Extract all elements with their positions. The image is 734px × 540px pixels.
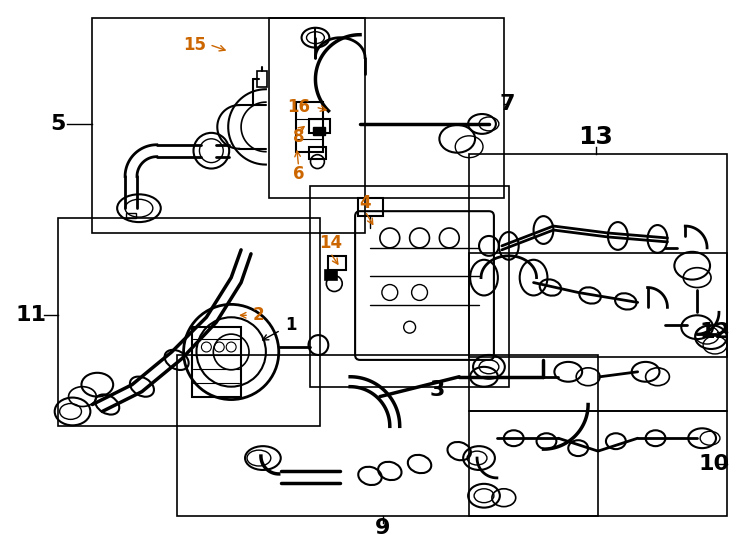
Bar (192, 327, 241, 396)
Text: 12: 12 (699, 322, 730, 342)
Bar (257, 71, 267, 87)
Text: 7: 7 (499, 94, 515, 114)
Text: 14: 14 (319, 234, 342, 252)
Text: 9: 9 (375, 518, 390, 538)
Text: 2: 2 (253, 306, 265, 325)
Text: 5: 5 (50, 114, 65, 134)
Text: 1: 1 (285, 316, 297, 334)
Bar (358, 198, 383, 216)
Bar (308, 147, 327, 159)
Text: 6: 6 (293, 165, 305, 183)
Text: 8: 8 (293, 128, 305, 146)
Text: 3: 3 (429, 380, 445, 400)
Text: 10: 10 (699, 454, 730, 474)
Bar (58, 218, 321, 426)
Bar (469, 253, 727, 411)
Text: 4: 4 (359, 194, 371, 212)
Bar (469, 411, 727, 516)
Bar (177, 355, 598, 516)
Text: 11: 11 (15, 305, 46, 325)
Bar (328, 256, 346, 269)
Bar (296, 102, 324, 152)
Text: 15: 15 (183, 36, 206, 53)
Bar (92, 18, 365, 233)
Bar (126, 213, 136, 218)
Bar (313, 127, 325, 135)
Text: 16: 16 (287, 98, 310, 116)
Bar (269, 18, 504, 198)
Bar (310, 186, 509, 387)
Bar (325, 269, 337, 280)
Text: 13: 13 (578, 125, 614, 149)
Bar (308, 119, 330, 133)
Bar (469, 154, 727, 357)
